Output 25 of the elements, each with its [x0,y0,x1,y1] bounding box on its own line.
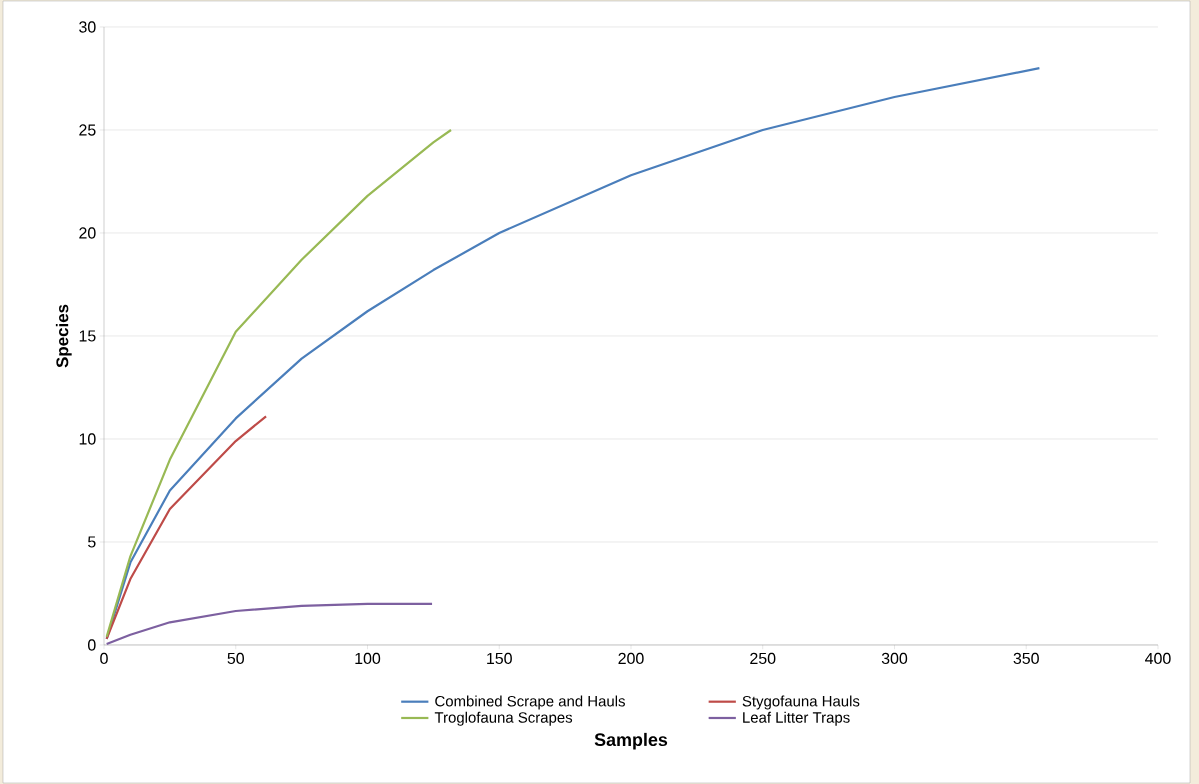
y-axis-title: Species [55,304,72,368]
x-tick-label: 0 [100,652,108,665]
line-series [105,415,268,640]
y-tick-label: 0 [88,639,96,651]
y-tick-label: 20 [79,227,96,239]
y-tick-label: 25 [79,124,96,136]
y-tick-label: 10 [79,433,96,445]
y-tick-label: 30 [79,21,96,33]
y-tick-label: 5 [88,536,96,548]
legend-label: Combined Scrape and Hauls [435,695,625,710]
x-tick-label: 50 [227,652,244,665]
x-tick-label: 200 [618,652,644,665]
x-tick-label: 250 [750,652,776,665]
y-tick-label: 15 [79,330,96,342]
x-tick-label: 100 [355,652,381,665]
legend-label: Troglofauna Scrapes [434,711,573,726]
legend-label: Leaf Litter Traps [743,711,850,726]
x-tick-label: 350 [1013,652,1039,665]
x-tick-label: 150 [487,652,512,665]
line-series [105,602,434,646]
line-series [105,128,453,638]
x-tick-label: 400 [1145,652,1171,665]
legend-label: Stygofauna Hauls [742,695,860,710]
x-axis-title: Samples [594,732,668,750]
x-tick-label: 300 [881,652,908,665]
